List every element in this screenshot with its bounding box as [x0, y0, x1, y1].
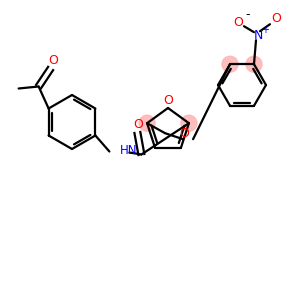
Text: O: O: [233, 16, 243, 29]
Circle shape: [139, 115, 155, 131]
Circle shape: [222, 56, 238, 72]
Text: O: O: [49, 54, 58, 67]
Circle shape: [246, 56, 262, 72]
Text: +: +: [261, 25, 269, 35]
Text: -: -: [246, 8, 250, 21]
Text: N: N: [253, 29, 263, 42]
Text: O: O: [134, 118, 143, 131]
Text: O: O: [163, 94, 173, 106]
Text: O: O: [179, 127, 189, 140]
Text: HN: HN: [119, 144, 137, 157]
Text: O: O: [271, 12, 281, 25]
Circle shape: [181, 115, 197, 131]
